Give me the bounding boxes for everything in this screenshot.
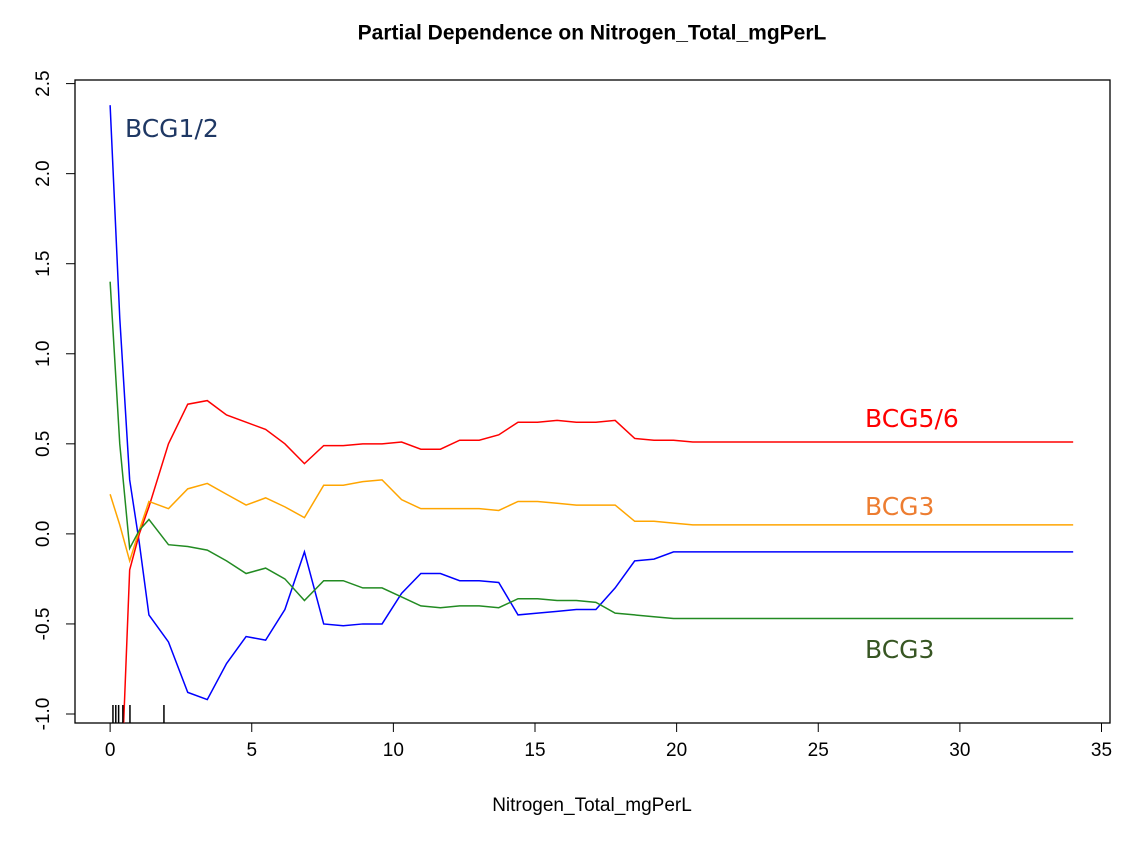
series-label: BCG5/6 — [865, 404, 959, 433]
y-tick-label: 1.5 — [33, 251, 54, 277]
x-tick-label: 10 — [383, 740, 404, 761]
x-tick-label: 15 — [524, 740, 545, 761]
y-tick-label: 0.5 — [33, 431, 54, 457]
line-series — [109, 105, 1074, 701]
line-series — [122, 399, 1074, 723]
x-tick-label: 20 — [666, 740, 687, 761]
series-label: BCG3 — [865, 492, 934, 521]
y-tick-label: -1.0 — [33, 698, 54, 731]
chart-title: Partial Dependence on Nitrogen_Total_mgP… — [358, 22, 827, 45]
y-tick-label: 0.0 — [33, 521, 54, 547]
x-tick-label: 35 — [1091, 740, 1112, 761]
x-axis-label: Nitrogen_Total_mgPerL — [492, 795, 692, 816]
x-tick-label: 0 — [105, 740, 116, 761]
series-label: BCG3 — [865, 635, 934, 664]
y-tick-label: 1.0 — [33, 341, 54, 367]
line-series — [109, 479, 1074, 564]
x-tick-label: 25 — [808, 740, 829, 761]
series-label: BCG1/2 — [125, 114, 219, 143]
y-tick-label: 2.5 — [33, 70, 54, 96]
plot-frame — [74, 79, 1111, 724]
x-tick-label: 5 — [246, 740, 257, 761]
y-tick-label: 2.0 — [33, 160, 54, 186]
y-tick-label: -0.5 — [33, 608, 54, 641]
line-series — [109, 281, 1074, 620]
x-tick-label: 30 — [949, 740, 970, 761]
